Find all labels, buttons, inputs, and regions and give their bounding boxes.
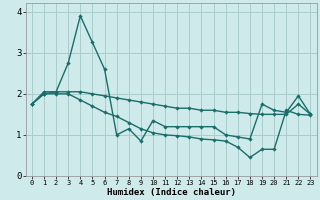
X-axis label: Humidex (Indice chaleur): Humidex (Indice chaleur): [107, 188, 236, 197]
